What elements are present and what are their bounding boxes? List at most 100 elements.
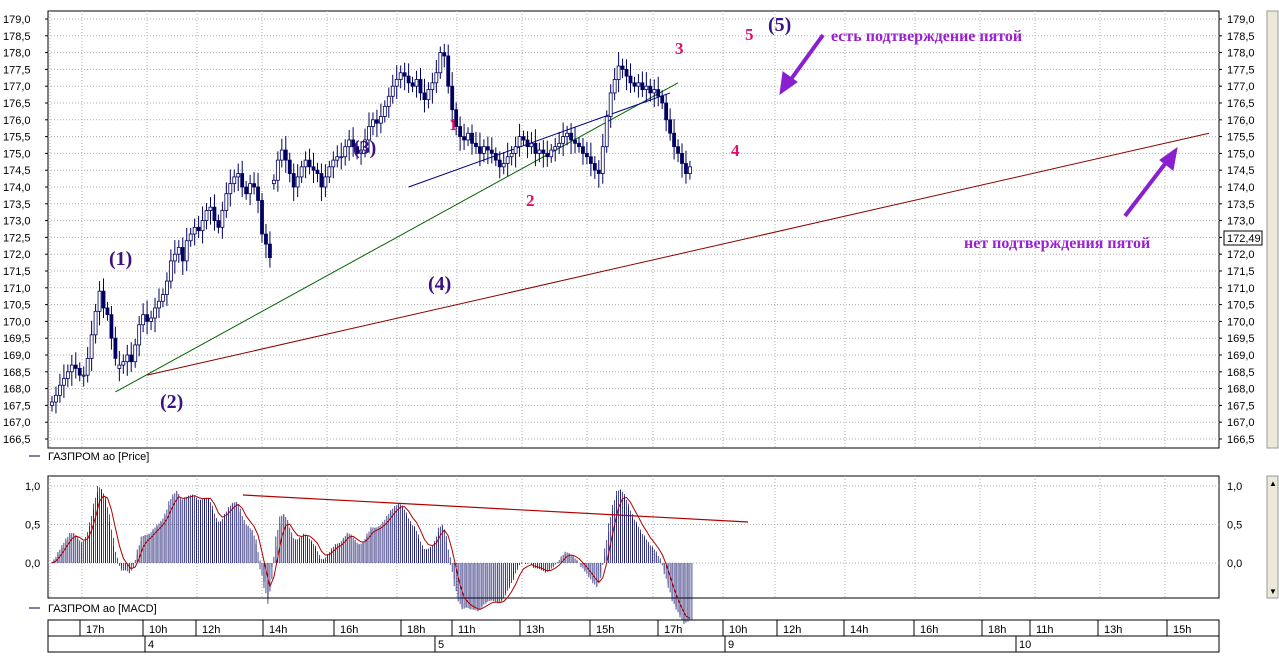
price-bar-body	[248, 183, 253, 195]
macd-scrollbar[interactable]	[1266, 475, 1279, 599]
hour-label: 17h	[86, 624, 104, 636]
price-bar-body	[588, 156, 593, 164]
price-bar-body	[279, 149, 284, 161]
price-bar-body	[101, 290, 106, 309]
price-bar-body	[458, 126, 463, 137]
price-bar-body	[295, 176, 300, 188]
price-bar-body	[505, 156, 510, 164]
price-bar-body	[268, 243, 272, 258]
price-bar-body	[521, 136, 526, 141]
price-bar-body	[133, 344, 138, 363]
arrow-up-icon	[1123, 146, 1178, 218]
price-bar-body	[640, 82, 645, 90]
price-bar-body	[497, 159, 502, 168]
price-tick-left: 176,0	[3, 115, 31, 127]
price-bar-body	[450, 85, 455, 111]
price-bar-body	[161, 294, 165, 302]
price-bar-body	[438, 52, 443, 74]
price-tick-right: 178,5	[1227, 31, 1255, 43]
price-bar-body	[509, 152, 514, 158]
price-bar-body	[216, 220, 221, 228]
hour-label: 10h	[729, 624, 747, 636]
price-bar-body	[137, 324, 142, 346]
wave-label-1: (1)	[109, 248, 132, 270]
price-bar-body	[493, 152, 498, 161]
subwave-label-3: 3	[675, 39, 684, 58]
price-bar-body	[323, 176, 328, 188]
macd-scroll-down-icon[interactable]: ▼	[1269, 587, 1277, 596]
hour-label: 17h	[664, 624, 682, 636]
price-bar-body	[474, 142, 478, 148]
price-tick-left: 172,5	[3, 232, 31, 244]
price-tick-right: 173,5	[1227, 199, 1255, 211]
price-bar-body	[343, 146, 348, 158]
price-bar-body	[612, 79, 617, 94]
day-label: 9	[728, 639, 734, 651]
price-bar-body	[315, 169, 320, 174]
price-bar-body	[446, 55, 451, 87]
hour-label: 16h	[340, 624, 358, 636]
price-tick-right: 167,0	[1227, 417, 1255, 429]
wave-label-4: (4)	[428, 273, 451, 295]
price-tick-right: 167,5	[1227, 400, 1255, 412]
price-bar-body	[125, 354, 130, 363]
price-bar-body	[145, 314, 149, 322]
price-bar-body	[236, 173, 241, 178]
macd-scroll-up-icon[interactable]: ▲	[1269, 479, 1277, 488]
price-bar-body	[311, 166, 316, 171]
price-bar-body	[604, 116, 609, 148]
price-bar-body	[287, 159, 292, 174]
price-scrollbar[interactable]	[1266, 10, 1279, 449]
price-tick-left: 173,5	[3, 199, 31, 211]
price-bar-body	[537, 149, 542, 154]
hour-label: 10h	[149, 624, 167, 636]
price-bar-body	[184, 240, 189, 262]
price-bar-body	[65, 371, 70, 379]
price-bar-body	[89, 334, 94, 359]
price-tick-left: 174,0	[3, 182, 31, 194]
price-bar-body	[228, 183, 233, 195]
price-bar-body	[485, 146, 490, 151]
price-bar-body	[176, 247, 181, 255]
price-bar-body	[363, 139, 367, 151]
price-bar-body	[73, 364, 78, 369]
price-bar-body	[501, 163, 506, 168]
price-bar-body	[418, 79, 423, 94]
hour-label: 16h	[920, 624, 938, 636]
price-bar-body	[553, 146, 558, 151]
price-bar-body	[58, 384, 62, 396]
price-tick-left: 169,5	[3, 333, 31, 345]
price-bar-body	[117, 364, 122, 369]
green-trendline	[115, 82, 679, 393]
price-tick-right: 178,0	[1227, 48, 1255, 60]
wave-label-2: (2)	[160, 391, 183, 413]
day-label: 4	[148, 639, 154, 651]
price-bar-body	[565, 132, 570, 138]
price-bar-body	[672, 132, 676, 148]
price-tick-right: 171,5	[1227, 266, 1255, 278]
wave-label-3: (3)	[353, 137, 376, 159]
price-bar-body	[656, 89, 661, 97]
price-bar-body	[260, 200, 264, 235]
price-bar-body	[470, 132, 474, 144]
price-bar-body	[676, 146, 680, 154]
price-bar-body	[410, 82, 415, 87]
price-bar-body	[129, 354, 134, 363]
hour-label: 13h	[526, 624, 544, 636]
price-bar-body	[256, 186, 260, 201]
price-tick-right: 172,0	[1227, 249, 1255, 261]
price-bar-body	[208, 206, 213, 211]
price-bar-body	[489, 149, 494, 154]
price-tick-right: 169,0	[1227, 350, 1255, 362]
price-bar-body	[69, 364, 74, 373]
price-bar-body	[303, 159, 308, 168]
macd-tick-right: 0,5	[1227, 520, 1242, 532]
price-bar-body	[573, 139, 577, 144]
price-bar-body	[561, 136, 566, 144]
price-bar-body	[232, 176, 237, 185]
price-bar-body	[513, 146, 518, 154]
wave-label-5: (5)	[768, 14, 791, 36]
macd-tick-left: 0,0	[25, 558, 40, 570]
hour-label: 18h	[407, 624, 425, 636]
price-bar-body	[430, 82, 435, 90]
